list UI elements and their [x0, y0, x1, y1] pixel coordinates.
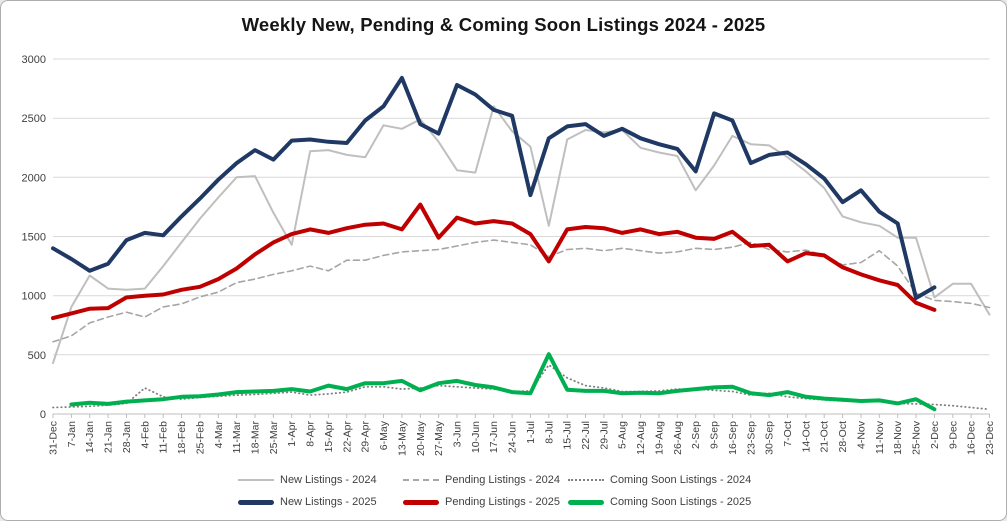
series-line-new-listings-2025	[51, 75, 937, 300]
series-line-new-listings-2024	[52, 105, 991, 365]
x-axis-label: 7-Jan	[66, 421, 78, 447]
x-axis-label: 21-Oct	[819, 421, 831, 453]
x-axis-label: 4-Nov	[856, 420, 868, 449]
x-axis-label: 27-May	[433, 420, 445, 456]
x-axis-label: 22-Jul	[580, 421, 592, 450]
legend-row: New Listings - 2025 Pending Listings - 20…	[238, 491, 751, 513]
chart-legend: New Listings - 2024 Pending Listings - 20…	[238, 469, 751, 513]
y-axis-label: 1000	[22, 291, 46, 303]
x-axis-label: 2-Dec	[929, 421, 941, 449]
x-axis-label: 18-Feb	[176, 421, 188, 454]
x-axis-label: 18-Nov	[892, 420, 904, 455]
legend-row: New Listings - 2024 Pending Listings - 20…	[238, 469, 751, 491]
y-axis-label: 3000	[22, 54, 46, 66]
x-axis-label: 25-Mar	[268, 421, 280, 455]
legend-label: Pending Listings - 2024	[445, 474, 560, 486]
legend-label: Pending Listings - 2025	[445, 496, 560, 508]
x-axis-label: 18-Mar	[250, 421, 262, 455]
legend-item-pending-listings-2025: Pending Listings - 2025	[403, 496, 568, 508]
x-axis-label: 20-May	[415, 420, 427, 456]
x-axis-label: 15-Jul	[562, 421, 574, 450]
legend-item-coming-soon-listings-2025: Coming Soon Listings - 2025	[568, 496, 751, 508]
legend-label: Coming Soon Listings - 2025	[610, 496, 752, 508]
x-axis-label: 4-Feb	[139, 421, 151, 449]
x-axis-label: 9-Sep	[709, 421, 721, 449]
x-axis-label: 31-Dec	[48, 421, 60, 455]
x-axis-label: 16-Sep	[727, 421, 739, 455]
x-axis-label: 23-Dec	[984, 421, 996, 455]
legend-label: New Listings - 2024	[280, 474, 377, 486]
legend-item-new-listings-2024: New Listings - 2024	[238, 474, 403, 486]
x-axis-label: 6-May	[378, 420, 390, 450]
x-axis-label: 28-Oct	[837, 421, 849, 453]
x-axis-label: 26-Aug	[672, 421, 684, 455]
series-line-coming-soon-listings-2025	[69, 352, 937, 412]
x-axis-label: 29-Jul	[598, 421, 610, 450]
y-axis-label: 0	[40, 409, 46, 421]
x-axis-label: 13-May	[396, 420, 408, 456]
series-line-pending-listings-2025	[51, 202, 937, 321]
legend-item-pending-listings-2024: Pending Listings - 2024	[403, 474, 568, 486]
x-axis-label: 17-Jun	[488, 421, 500, 453]
x-axis-label: 25-Feb	[194, 421, 206, 454]
legend-label: New Listings - 2025	[280, 496, 377, 508]
x-axis-label: 4-Mar	[213, 420, 225, 448]
x-axis-label: 10-Jun	[470, 421, 482, 453]
x-axis-label: 8-Jul	[543, 421, 555, 444]
x-axis-label: 25-Nov	[911, 420, 923, 455]
x-axis-label: 1-Jul	[525, 421, 537, 444]
x-axis-label: 9-Dec	[947, 421, 959, 449]
legend-line-swatch	[403, 479, 439, 481]
x-axis-label: 16-Dec	[966, 421, 978, 455]
legend-item-new-listings-2025: New Listings - 2025	[238, 496, 403, 508]
x-axis-label: 29-Apr	[360, 420, 372, 452]
series-line-coming-soon-listings-2024	[52, 364, 991, 411]
x-axis-label: 8-Apr	[305, 421, 317, 447]
legend-line-swatch	[238, 479, 274, 481]
legend-line-swatch	[403, 499, 439, 505]
x-axis-label: 14-Oct	[800, 421, 812, 453]
x-axis-label: 3-Jun	[452, 421, 464, 447]
chart-plot-area: 0 500 1000 1500 2000 2500 3000 31-Dec 7-Jan 14-Ja…	[22, 54, 996, 456]
x-axis-label: 1-Apr	[286, 421, 298, 447]
x-axis-label: 28-Jan	[121, 421, 133, 453]
y-axis-label: 2500	[22, 113, 46, 125]
x-axis-label: 12-Aug	[635, 421, 647, 455]
x-axis-label: 7-Oct	[782, 421, 794, 447]
legend-line-swatch	[568, 499, 604, 505]
legend-line-swatch	[238, 499, 274, 505]
x-axis-label: 2-Sep	[690, 421, 702, 449]
legend-item-coming-soon-listings-2024: Coming Soon Listings - 2024	[568, 474, 751, 486]
x-axis-label: 15-Apr	[323, 420, 335, 452]
chart-title: Weekly New, Pending & Coming Soon Listin…	[241, 14, 766, 35]
x-axis-label: 14-Jan	[84, 421, 96, 453]
y-axis-label: 500	[28, 350, 46, 362]
x-axis-label: 21-Jan	[103, 421, 115, 453]
series-line-pending-listings-2024	[52, 239, 991, 343]
x-axis-label: 30-Sep	[764, 421, 776, 455]
x-axis-label: 19-Aug	[654, 421, 666, 455]
legend-label: Coming Soon Listings - 2024	[610, 474, 752, 486]
y-axis-label: 2000	[22, 172, 46, 184]
x-axis-label: 22-Apr	[341, 420, 353, 452]
x-axis-label: 11-Mar	[231, 421, 243, 454]
legend-line-swatch	[568, 479, 604, 481]
y-axis-label: 1500	[22, 232, 46, 244]
x-axis-label: 11-Feb	[158, 421, 170, 454]
x-axis-label: 11-Nov	[874, 420, 886, 454]
x-axis-label: 24-Jun	[507, 421, 519, 453]
x-axis-label: 23-Sep	[745, 421, 757, 455]
x-axis-label: 5-Aug	[617, 421, 629, 449]
